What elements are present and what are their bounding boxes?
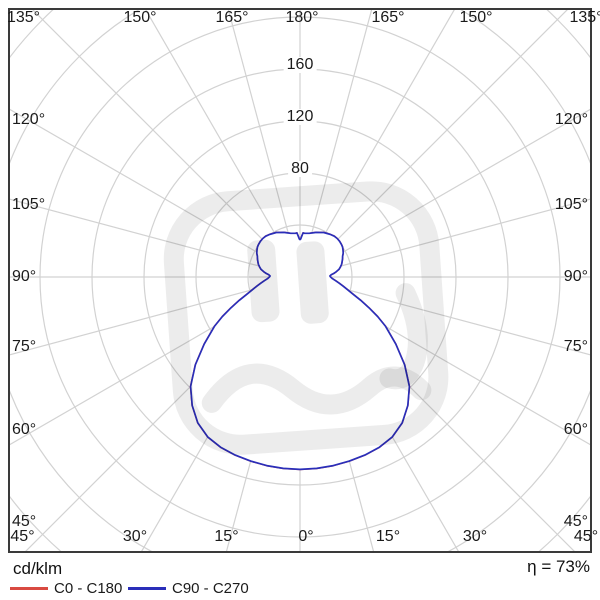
angle-label-left: 75° [12, 338, 37, 355]
angle-label-bottom: 15° [375, 528, 401, 545]
radial-tick-label: 160 [283, 57, 317, 73]
angle-label-left: 120° [12, 111, 46, 128]
radial-tick-label: 120 [283, 109, 317, 125]
grid-angle-line [9, 276, 301, 356]
chart-footer: cd/klm η = 73% C0 - C180 C90 - C270 [0, 552, 600, 600]
legend-line-blue [128, 587, 166, 590]
legend-label-c90-c270: C90 - C270 [172, 580, 249, 597]
efficiency-value: η = 73% [527, 557, 590, 576]
angle-label-top: 180° [285, 9, 319, 26]
angle-label-top: 150° [459, 9, 493, 26]
legend-label-c0-c180: C0 - C180 [54, 580, 123, 597]
angle-label-left: 60° [12, 421, 37, 438]
grid-angle-line [227, 9, 301, 278]
grid-angle-line [299, 108, 591, 278]
angle-label-top: 135° [6, 9, 41, 26]
angle-label-right: 75° [563, 338, 588, 355]
angle-label-bottom: 45° [10, 528, 35, 545]
angle-label-top: 135° [569, 9, 600, 26]
angle-label-bottom: 30° [462, 528, 488, 545]
radial-tick-label: 80 [288, 161, 312, 177]
grid-angle-line [299, 9, 569, 278]
grid-angle-line [9, 108, 301, 278]
grid-angle-line [31, 9, 301, 278]
grid-angle-line [299, 276, 591, 356]
unit-label: cd/klm [13, 559, 63, 578]
angle-label-right: 105° [554, 196, 588, 213]
angle-label-left: 90° [12, 268, 37, 285]
curve-c90-c270 [189, 231, 411, 471]
grid-angle-line [299, 9, 456, 278]
angle-label-top: 165° [215, 9, 249, 26]
angle-label-bottom: 15° [214, 528, 239, 545]
angle-label-bottom: 45° [573, 528, 599, 545]
grid-angle-line [299, 198, 591, 278]
legend-line-red [10, 587, 48, 590]
watermark-logo [163, 181, 449, 455]
angle-label-top: 150° [123, 9, 157, 26]
angle-label-bottom: 0° [298, 528, 314, 545]
angle-label-right: 120° [554, 111, 588, 128]
grid-angle-line [299, 9, 373, 278]
angle-label-top: 165° [371, 9, 405, 26]
angle-label-left: 45° [12, 513, 37, 530]
angle-label-bottom: 30° [122, 528, 148, 545]
angle-label-right: 90° [563, 268, 588, 285]
plot-border [8, 8, 592, 553]
angle-label-right: 45° [563, 513, 588, 530]
angle-label-right: 60° [563, 421, 588, 438]
grid-angle-line [144, 9, 301, 278]
angle-label-left: 105° [12, 196, 46, 213]
grid-angle-line [9, 198, 301, 278]
